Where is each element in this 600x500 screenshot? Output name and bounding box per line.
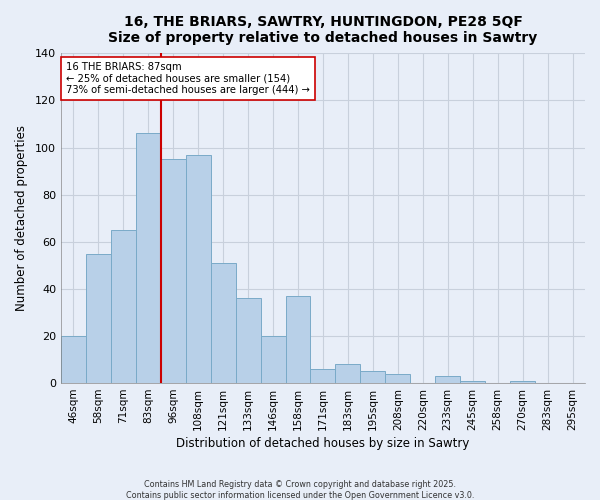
Bar bbox=[260, 336, 286, 383]
Bar bbox=[335, 364, 361, 383]
Bar bbox=[510, 380, 535, 383]
Bar bbox=[361, 372, 385, 383]
Text: 16 THE BRIARS: 87sqm
← 25% of detached houses are smaller (154)
73% of semi-deta: 16 THE BRIARS: 87sqm ← 25% of detached h… bbox=[66, 62, 310, 95]
Bar bbox=[186, 154, 211, 383]
Bar bbox=[161, 160, 186, 383]
Bar bbox=[310, 369, 335, 383]
Bar bbox=[61, 336, 86, 383]
Bar bbox=[111, 230, 136, 383]
Title: 16, THE BRIARS, SAWTRY, HUNTINGDON, PE28 5QF
Size of property relative to detach: 16, THE BRIARS, SAWTRY, HUNTINGDON, PE28… bbox=[109, 15, 538, 45]
Y-axis label: Number of detached properties: Number of detached properties bbox=[15, 125, 28, 311]
Bar bbox=[236, 298, 260, 383]
Bar bbox=[460, 380, 485, 383]
Text: Contains HM Land Registry data © Crown copyright and database right 2025.
Contai: Contains HM Land Registry data © Crown c… bbox=[126, 480, 474, 500]
Bar bbox=[385, 374, 410, 383]
Bar bbox=[211, 263, 236, 383]
Bar bbox=[136, 134, 161, 383]
Bar bbox=[86, 254, 111, 383]
X-axis label: Distribution of detached houses by size in Sawtry: Distribution of detached houses by size … bbox=[176, 437, 470, 450]
Bar bbox=[286, 296, 310, 383]
Bar bbox=[435, 376, 460, 383]
